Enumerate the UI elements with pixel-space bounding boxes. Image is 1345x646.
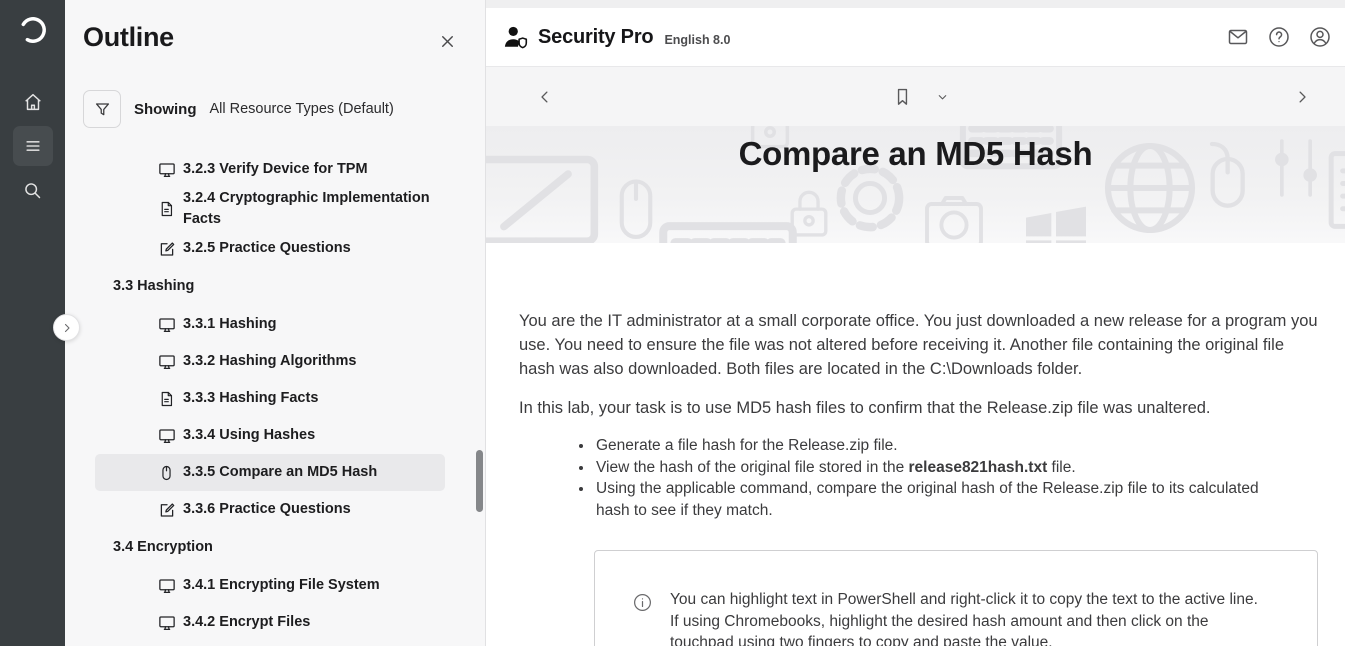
- top-strip: [486, 0, 1345, 8]
- document-icon: [158, 200, 176, 218]
- keyboard-pattern-icon: [956, 126, 1066, 196]
- close-icon[interactable]: [435, 29, 459, 53]
- outline-item-label: 3.3.1 Hashing: [183, 316, 277, 333]
- outline-item[interactable]: 3.3.5 Compare an MD5 Hash: [95, 454, 445, 492]
- edit-icon: [158, 240, 176, 258]
- gear-pattern-icon: [824, 152, 916, 243]
- task-item: Using the applicable command, compare th…: [594, 478, 1259, 521]
- outline-item-label: 3.4 Encryption: [113, 539, 213, 556]
- info-icon: [632, 592, 653, 613]
- menu-icon[interactable]: [12, 126, 53, 166]
- mouse-icon: [158, 464, 176, 482]
- outline-section-header[interactable]: 3.3 Hashing: [113, 267, 485, 306]
- funnel-icon: [95, 102, 109, 115]
- product-edition: English 8.0: [664, 32, 731, 47]
- mouse-cord-pattern-icon: [1186, 134, 1266, 214]
- forward-icon[interactable]: [1293, 88, 1311, 106]
- outline-item[interactable]: 3.3.6 Practice Questions: [95, 491, 445, 528]
- main-area: Security Pro English 8.0: [486, 0, 1345, 646]
- outline-list: 3.2.3 Verify Device for TPM 3.2.4 Cryptog…: [65, 151, 485, 641]
- outline-item[interactable]: 3.3.4 Using Hashes: [95, 417, 445, 454]
- outline-item-label: 3.3.6 Practice Questions: [183, 501, 351, 518]
- search-icon[interactable]: [13, 170, 53, 210]
- camera-pattern-icon: [918, 186, 990, 243]
- chevron-right-icon: [64, 323, 70, 332]
- monitor-icon: [158, 427, 176, 445]
- task-list: Generate a file hash for the Release.zip…: [519, 435, 1259, 521]
- monitor-icon: [158, 316, 176, 334]
- outline-item[interactable]: 3.4.2 Encrypt Files: [95, 604, 445, 641]
- bookmark-icon[interactable]: [892, 86, 913, 107]
- security-pro-logo-icon: [502, 24, 529, 51]
- note-text: You can highlight text in PowerShell and…: [670, 591, 1258, 646]
- product-title: Security Pro: [538, 25, 654, 48]
- note-box: You can highlight text in PowerShell and…: [594, 550, 1318, 646]
- panel-expand-button[interactable]: [53, 314, 80, 341]
- lesson-navbar: [486, 67, 1345, 126]
- scenario-paragraph: You are the IT administrator at a small …: [519, 312, 1318, 378]
- slider-pattern-icon: [1262, 134, 1330, 202]
- keyboard-pattern-icon: [654, 186, 802, 243]
- outline-item[interactable]: 3.3.2 Hashing Algorithms: [95, 343, 445, 380]
- outline-item[interactable]: 3.2.3 Verify Device for TPM: [95, 151, 445, 188]
- task-item: Generate a file hash for the Release.zip…: [594, 435, 1259, 457]
- globe-pattern-icon: [1094, 132, 1206, 243]
- lab-title: Compare an MD5 Hash: [738, 135, 1093, 172]
- task-item: View the hash of the original file store…: [594, 457, 1259, 479]
- filter-label: Showing: [134, 100, 197, 118]
- outline-item-label: 3.3.2 Hashing Algorithms: [183, 353, 357, 370]
- logo-c-icon[interactable]: [0, 16, 65, 44]
- monitor-icon: [158, 353, 176, 371]
- document-pattern-icon: [1312, 144, 1345, 236]
- course-header: Security Pro English 8.0: [486, 8, 1345, 67]
- home-icon[interactable]: [13, 82, 53, 122]
- back-icon[interactable]: [536, 88, 554, 106]
- outline-item-label: 3.3.4 Using Hashes: [183, 427, 316, 444]
- monitor-pattern-icon: [486, 142, 606, 243]
- outline-item-label: 3.3 Hashing: [113, 278, 195, 295]
- filter-button[interactable]: [83, 90, 121, 128]
- filter-value[interactable]: All Resource Types (Default): [209, 101, 394, 117]
- lab-content: You are the IT administrator at a small …: [486, 243, 1345, 646]
- task-intro-paragraph: In this lab, your task is to use MD5 has…: [519, 399, 1211, 417]
- outline-title: Outline: [83, 22, 174, 52]
- outline-scrollbar-thumb[interactable]: [476, 450, 483, 512]
- task-filename: release821hash.txt: [908, 458, 1048, 476]
- outline-section-header[interactable]: 3.4 Encryption: [113, 528, 485, 567]
- outline-item-label: 3.3.5 Compare an MD5 Hash: [183, 464, 378, 481]
- lab-banner: Compare an MD5 Hash: [486, 126, 1345, 243]
- chevron-down-icon[interactable]: [936, 90, 949, 103]
- outline-panel: Outline Showing All Resource Types (Defa…: [65, 0, 486, 646]
- mail-icon[interactable]: [1226, 25, 1250, 49]
- document-icon: [158, 390, 176, 408]
- lock-pattern-icon: [778, 182, 840, 243]
- windows-pattern-icon: [1016, 198, 1096, 243]
- outline-item-label: 3.4.2 Encrypt Files: [183, 614, 311, 631]
- outline-item[interactable]: 3.2.4 Cryptographic Implementation Facts: [95, 188, 445, 230]
- profile-icon[interactable]: [1308, 25, 1332, 49]
- monitor-icon: [158, 161, 176, 179]
- outline-item-label: 3.3.3 Hashing Facts: [183, 390, 319, 407]
- outline-item-label: 3.4.1 Encrypting File System: [183, 577, 380, 594]
- outline-item-label: 3.2.4 Cryptographic Implementation Facts: [183, 190, 430, 228]
- outline-item[interactable]: 3.3.3 Hashing Facts: [95, 380, 445, 417]
- outline-item-label: 3.2.3 Verify Device for TPM: [183, 160, 368, 177]
- lock-pattern-icon: [738, 126, 802, 156]
- outline-item-label: 3.2.5 Practice Questions: [183, 240, 351, 257]
- mouse-pattern-icon: [598, 172, 674, 243]
- help-icon[interactable]: [1267, 25, 1291, 49]
- outline-item[interactable]: 3.3.1 Hashing: [95, 306, 445, 343]
- monitor-icon: [158, 577, 176, 595]
- monitor-icon: [158, 614, 176, 632]
- outline-item[interactable]: 3.4.1 Encrypting File System: [95, 567, 445, 604]
- edit-icon: [158, 501, 176, 519]
- outline-item[interactable]: 3.2.5 Practice Questions: [95, 230, 445, 267]
